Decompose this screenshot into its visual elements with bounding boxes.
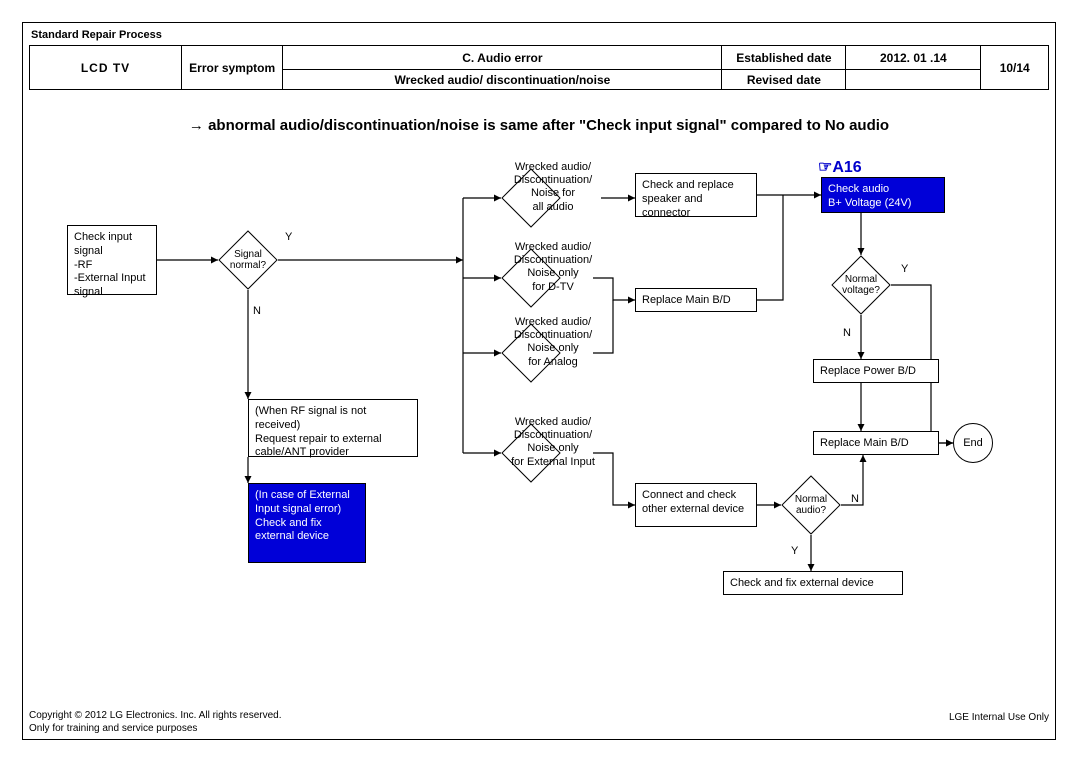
a16-ref: ☞A16 (818, 157, 862, 177)
node-replace-power: Replace Power B/D (813, 359, 939, 383)
node-d4-label: Wrecked audio/ Discontinuation/ Noise on… (505, 416, 601, 469)
node-rf-note: (When RF signal is not received) Request… (248, 399, 418, 457)
yn-label: N (843, 327, 851, 339)
yn-label: Y (901, 263, 908, 275)
node-replace-main-2: Replace Main B/D (813, 431, 939, 455)
footer-right: LGE Internal Use Only (949, 712, 1049, 723)
page-frame: Standard Repair Process LCD TV Error sym… (22, 22, 1056, 740)
hdr-subtitle: Wrecked audio/ discontinuation/noise (283, 70, 722, 90)
hdr-est-value: 2012. 01 .14 (846, 46, 981, 70)
node-d3-label: Wrecked audio/ Discontinuation/ Noise on… (505, 316, 601, 369)
srp-title: Standard Repair Process (31, 29, 162, 41)
yn-label: N (851, 493, 859, 505)
yn-label: N (253, 305, 261, 317)
node-ext-note: (In case of External Input signal error)… (248, 483, 366, 563)
hdr-error-symptom: Error symptom (182, 46, 283, 90)
node-connect-other: Connect and check other external device (635, 483, 757, 527)
hdr-rev-value (846, 70, 981, 90)
hdr-title: C. Audio error (283, 46, 722, 70)
node-replace-main-1: Replace Main B/D (635, 288, 757, 312)
node-d2-label: Wrecked audio/ Discontinuation/ Noise on… (505, 241, 601, 294)
hdr-pagenum: 10/14 (981, 46, 1049, 90)
node-d1-label: Wrecked audio/ Discontinuation/ Noise fo… (505, 161, 601, 214)
node-fix-ext: Check and fix external device (723, 571, 903, 595)
node-check-input: Check input signal -RF -External Input s… (67, 225, 157, 295)
yn-label: Y (791, 545, 798, 557)
hdr-lcd: LCD TV (30, 46, 182, 90)
node-check-bplus: Check audio B+ Voltage (24V) (821, 177, 945, 213)
footer-left-1: Copyright © 2012 LG Electronics. Inc. Al… (29, 710, 281, 721)
footer-left: Copyright © 2012 LG Electronics. Inc. Al… (29, 709, 281, 735)
node-replace-speaker: Check and replace speaker and connector (635, 173, 757, 217)
hdr-est-label: Established date (722, 46, 846, 70)
footer-left-2: Only for training and service purposes (29, 723, 197, 734)
node-normal-audio: Normal audio? (781, 475, 841, 535)
hdr-rev-label: Revised date (722, 70, 846, 90)
node-signal-normal: Signal normal? (218, 230, 278, 290)
header-table: LCD TV Error symptom C. Audio error Esta… (29, 45, 1049, 90)
node-end: End (953, 423, 993, 463)
node-normal-voltage: Normal voltage? (831, 255, 891, 315)
yn-label: Y (285, 231, 292, 243)
instruction-text: → abnormal audio/discontinuation/noise i… (23, 117, 1055, 134)
